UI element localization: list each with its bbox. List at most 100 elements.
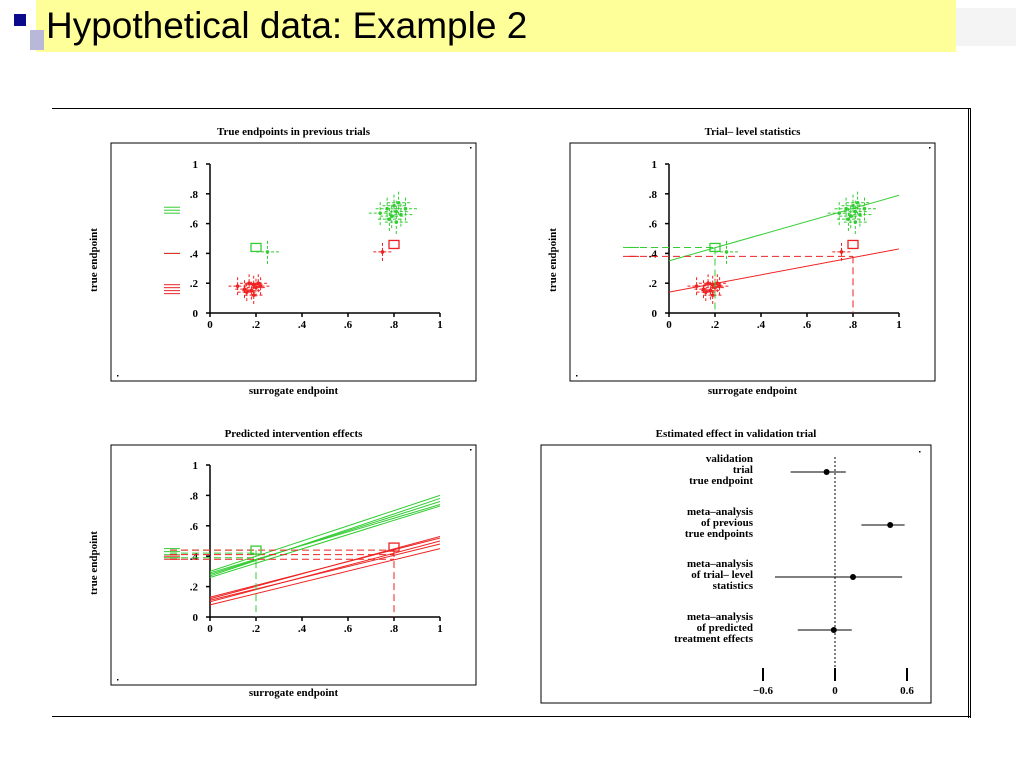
slide-title-bar <box>36 0 956 52</box>
panel-1-corner-dot <box>117 375 119 377</box>
panel-4-row-label: validation <box>706 453 753 465</box>
panel-2-x-tick-label: 1 <box>896 319 902 331</box>
panel-3-corner-dot <box>117 679 119 681</box>
panel-3-y-tick-label: .4 <box>190 551 199 563</box>
panel-3-title: Predicted intervention effects <box>225 428 364 440</box>
panel-1-data-point <box>251 293 256 297</box>
panel-4-row-label: of trial– level <box>691 569 753 581</box>
panel-4-corner-dot <box>919 451 921 453</box>
panel-2-y-tick-label: 0 <box>652 308 658 320</box>
panel-2-data-point <box>853 220 858 224</box>
panel-1-data-point <box>235 284 240 288</box>
panel-2-data-point <box>724 250 729 254</box>
panel-4-row-label: trial <box>733 464 753 476</box>
panel-1-data-point <box>378 211 383 215</box>
panel-2-validation-marker <box>847 239 859 250</box>
bullet-shadow <box>30 30 44 50</box>
panel-2-x-tick-label: .8 <box>849 319 858 331</box>
panel-4-row-label: of previous <box>701 517 754 529</box>
panel-2-data-point <box>848 214 853 218</box>
panel-2-y-tick-label: 1 <box>652 159 658 171</box>
panel-1-data-point <box>380 250 385 254</box>
panel-4-row-label: of predicted <box>697 622 753 634</box>
panel-3-x-tick-label: 0 <box>207 623 213 635</box>
panel-2-data-point <box>855 200 860 205</box>
panel-2-data-point <box>858 212 862 217</box>
panel-2-frame <box>569 142 936 382</box>
panel-1-title: True endpoints in previous trials <box>217 126 371 138</box>
panel-2-validation-marker <box>709 242 721 253</box>
panel-1-data-point <box>403 206 408 211</box>
panel-2-fit-line <box>668 248 900 293</box>
panel-2-data-point <box>846 217 851 221</box>
figure-top-rule <box>52 108 970 109</box>
panel-1-x-tick-label: 1 <box>437 319 443 331</box>
panel-3-frame <box>110 444 477 686</box>
panel-3-y-axis-label: true endpoint <box>88 531 100 595</box>
panel-4-row-label: meta–analysis <box>687 506 754 518</box>
panel-3-prediction-line <box>209 497 441 577</box>
panel-2-data-point <box>713 285 717 290</box>
panel-1-validation-marker <box>388 239 400 250</box>
panel-1-data-point <box>254 285 258 290</box>
panel-3-validation-marker <box>250 545 262 555</box>
panel-3-prediction-line <box>209 543 441 601</box>
panel-4-row-label: true endpoints <box>685 528 754 540</box>
panel-3-prediction-line <box>209 540 441 603</box>
panel-1-x-tick-label: .8 <box>390 319 399 331</box>
panel-1-y-tick-label: .2 <box>190 278 199 290</box>
panel-3-y-tick-label: .2 <box>190 582 199 594</box>
figure-right-rule <box>968 108 971 718</box>
panel-2-y-tick-label: .2 <box>649 278 658 290</box>
panel-1-data-point <box>242 287 247 291</box>
panel-2-y-axis-label: true endpoint <box>547 228 559 292</box>
panel-1-x-tick-label: .6 <box>344 319 353 331</box>
panel-1-data-point <box>251 282 256 287</box>
panel-1-y-tick-label: .8 <box>190 189 199 201</box>
panel-2-y-tick-label: .8 <box>649 189 658 201</box>
panel-1-data-point <box>245 290 249 294</box>
panel-2-x-tick-label: .2 <box>711 319 720 331</box>
panel-4-row-label: true endpoint <box>689 475 753 487</box>
panel-3-prediction-line <box>209 537 441 598</box>
panel-2-x-axis-label: surrogate endpoint <box>708 385 798 397</box>
panel-2-y-tick-label: .4 <box>649 248 658 260</box>
panel-4-row-label: statistics <box>713 580 754 592</box>
panel-1-y-tick-label: .6 <box>190 219 199 231</box>
panel-2-corner-dot <box>576 375 578 377</box>
panel-1-data-point <box>265 250 270 254</box>
panel-2-corner-dot <box>929 147 931 149</box>
panel-3-prediction-line <box>209 504 441 574</box>
panel-1-data-point <box>389 214 394 218</box>
panel-4-x-tick-label: −0.6 <box>753 685 774 697</box>
panel-3-y-tick-label: 1 <box>193 460 199 472</box>
panel-1-x-tick-label: .2 <box>252 319 261 331</box>
panel-3-y-tick-label: .6 <box>190 521 199 533</box>
panel-2-data-point <box>704 290 708 294</box>
panel-4-estimate-point <box>823 469 830 475</box>
panel-3-prediction-line <box>209 494 441 572</box>
figure-bottom-rule <box>52 716 970 717</box>
panel-3-x-tick-label: .4 <box>298 623 307 635</box>
panel-3-x-tick-label: .6 <box>344 623 353 635</box>
panel-1-x-tick-label: 0 <box>207 319 213 331</box>
panel-3-validation-marker <box>388 542 400 552</box>
panel-2-data-point <box>708 288 713 293</box>
panel-2-fit-line <box>668 194 900 262</box>
panel-1-data-point <box>385 206 389 211</box>
panel-3-y-tick-label: 0 <box>193 612 199 624</box>
panel-2-data-point <box>862 206 867 211</box>
panel-2-data-point <box>839 250 844 254</box>
panel-1-x-axis-label: surrogate endpoint <box>249 385 339 397</box>
panel-3-x-tick-label: 1 <box>437 623 443 635</box>
panel-2-data-point <box>851 203 855 208</box>
panel-1-x-tick-label: .4 <box>298 319 307 331</box>
panel-1-data-point <box>394 220 399 224</box>
panel-4-estimate-point <box>830 627 837 633</box>
title-bar-fade <box>956 8 1016 46</box>
panel-1-data-point <box>249 288 254 293</box>
panel-4-row-label: meta–analysis <box>687 558 754 570</box>
panel-2-data-point <box>710 293 715 297</box>
panel-3-x-tick-label: .2 <box>252 623 261 635</box>
